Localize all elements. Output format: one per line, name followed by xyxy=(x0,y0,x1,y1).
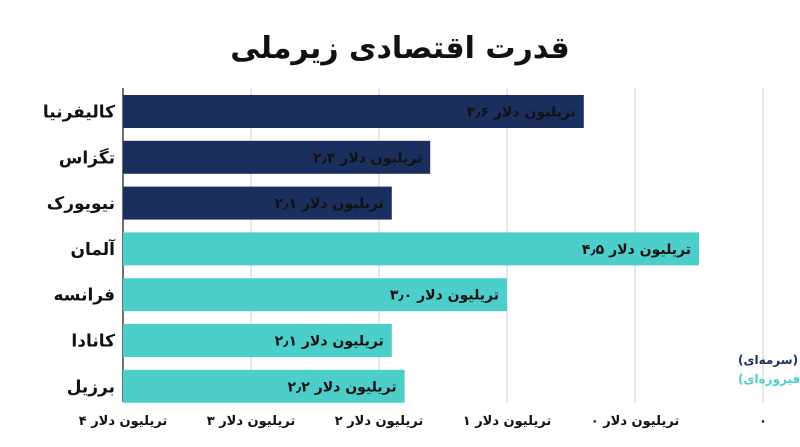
bar-value-label: ۲٫۱ تریلیون دلار xyxy=(275,196,384,212)
bar-value-label: ۲٫۲ تریلیون دلار xyxy=(287,379,396,395)
bar xyxy=(123,186,392,220)
x-tick-label: ۰ تریلیون دلار xyxy=(591,414,680,429)
category-labels: کالیفرنیا تگزاس نیویورک آلمان فرانسه کانادا بر… xyxy=(43,103,116,398)
category-label: آلمان xyxy=(70,238,116,260)
category-label: برزیل xyxy=(67,377,115,397)
legend: ایالت‌ها (سرمه‌ای) کشورها (فیروزه‌ای) xyxy=(738,353,800,387)
bar xyxy=(123,278,507,312)
category-label: کانادا xyxy=(71,332,115,352)
legend-item-states: ایالت‌ها (سرمه‌ای) xyxy=(738,353,800,367)
x-tick-label: ۴ تریلیون دلار xyxy=(79,414,168,429)
bar xyxy=(123,232,699,266)
bars: ۳٫۶ تریلیون دلار ۲٫۴ تریلیون دلار ۲٫۱ تریل… xyxy=(123,95,699,403)
bar-value-label: ۲٫۴ تریلیون دلار xyxy=(313,150,422,166)
bar xyxy=(123,369,405,403)
x-tick-labels: ۰ ۰ تریلیون دلار ۱ تریلیون دلار ۲ تریلیون د… xyxy=(79,414,767,429)
bar xyxy=(123,140,431,174)
bar-value-label: ۳٫۰ تریلیون دلار xyxy=(390,288,499,304)
x-tick-label: ۱ تریلیون دلار xyxy=(463,414,552,429)
bar-value-label: ۲٫۱ تریلیون دلار xyxy=(275,334,384,350)
bar xyxy=(123,324,392,357)
legend-item-countries: کشورها (فیروزه‌ای) xyxy=(738,372,800,387)
x-tick-label: ۰ xyxy=(759,414,767,429)
category-label: فرانسه xyxy=(53,286,115,306)
x-tick-label: ۲ تریلیون دلار xyxy=(335,414,424,429)
bar xyxy=(123,95,584,128)
category-label: نیویورک xyxy=(47,194,115,214)
bar-value-label: ۴٫۵ تریلیون دلار xyxy=(582,242,691,258)
category-label: تگزاس xyxy=(59,147,115,168)
x-tick-label: ۳ تریلیون دلار xyxy=(207,414,296,429)
category-label: کالیفرنیا xyxy=(43,103,115,123)
bar-value-label: ۳٫۶ تریلیون دلار xyxy=(467,105,576,121)
chart-title: قدرت اقتصادی زیرملی xyxy=(230,31,570,66)
